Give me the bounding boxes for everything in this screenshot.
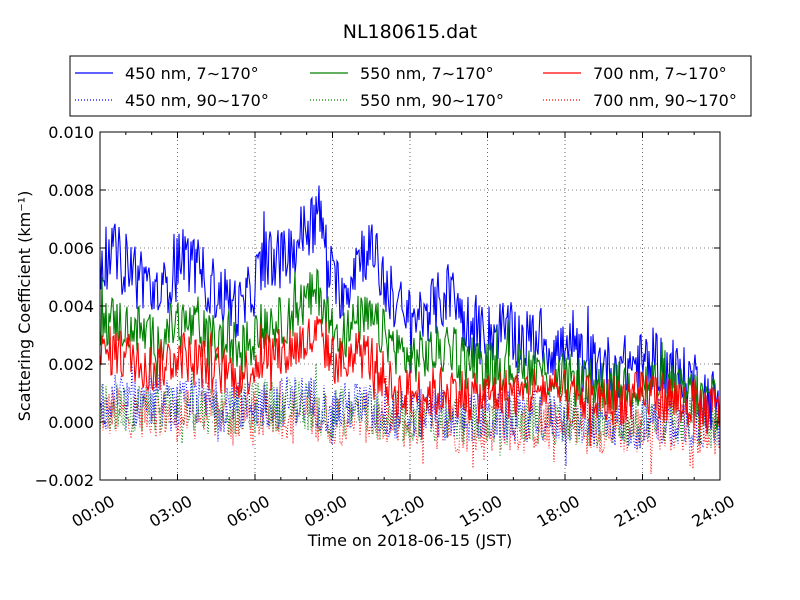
series-layer [99, 185, 721, 474]
y-tick-label: 0.010 [48, 123, 94, 142]
legend-label: 450 nm, 90∼170° [125, 91, 269, 110]
legend: 450 nm, 7∼170° 450 nm, 90∼170° 550 nm, 7∼1… [69, 55, 752, 117]
chart-title: NL180615.dat [343, 21, 478, 43]
x-axis-label: Time on 2018-06-15 (JST) [307, 531, 512, 550]
legend-label: 450 nm, 7∼170° [125, 64, 259, 83]
y-tick-label: 0.008 [48, 181, 94, 200]
legend-label: 550 nm, 7∼170° [360, 64, 494, 83]
y-tick-label: 0.004 [48, 297, 94, 316]
legend-label: 700 nm, 90∼170° [593, 91, 737, 110]
y-tick-label: 0.006 [48, 239, 94, 258]
legend-label: 700 nm, 7∼170° [593, 64, 727, 83]
series-line [99, 364, 721, 467]
legend-box [69, 55, 752, 117]
series-line [99, 375, 721, 474]
y-tick-label: 0.000 [48, 413, 94, 432]
series-line [99, 316, 721, 447]
y-tick-label: 0.002 [48, 355, 94, 374]
y-axis-label: Scattering Coefficient (km⁻¹) [15, 191, 34, 422]
y-tick-label: −0.002 [35, 471, 94, 490]
legend-label: 550 nm, 90∼170° [360, 91, 504, 110]
